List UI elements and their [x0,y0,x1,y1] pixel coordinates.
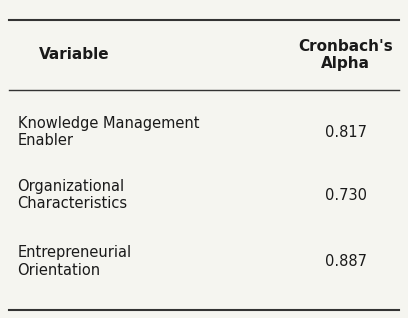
Text: 0.817: 0.817 [325,125,367,140]
Text: 0.730: 0.730 [325,188,367,203]
Text: Variable: Variable [39,47,110,62]
Text: 0.887: 0.887 [325,254,367,269]
Text: Organizational
Characteristics: Organizational Characteristics [18,179,128,211]
Text: Cronbach's
Alpha: Cronbach's Alpha [299,39,393,71]
Text: Knowledge Management
Enabler: Knowledge Management Enabler [18,116,199,149]
Text: Entrepreneurial
Orientation: Entrepreneurial Orientation [18,245,132,278]
